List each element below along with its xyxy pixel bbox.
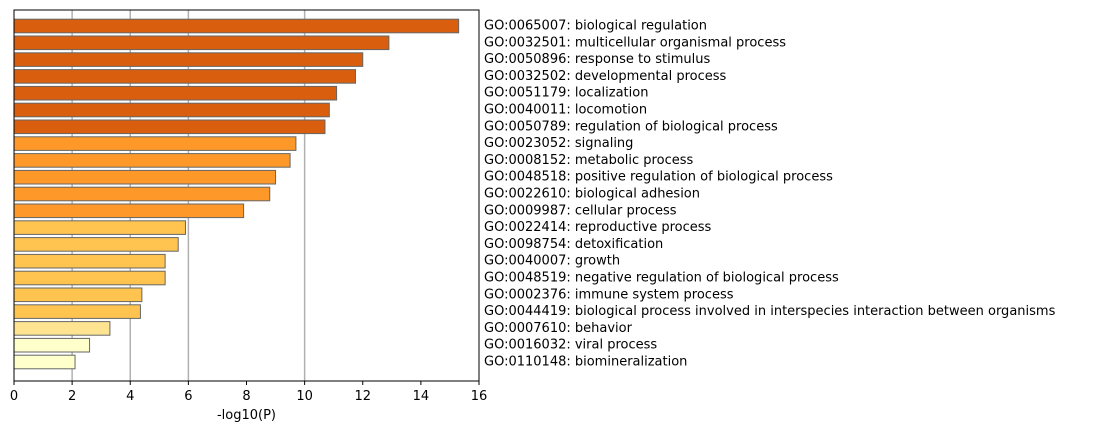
bar-2 <box>13 52 364 67</box>
category-label-7: GO:0023052: signaling <box>484 136 633 151</box>
category-label-14: GO:0040007: growth <box>484 254 620 269</box>
category-label-1: GO:0032501: multicellular organismal pro… <box>484 35 786 50</box>
bar-5 <box>13 102 330 118</box>
category-label-18: GO:0007610: behavior <box>484 321 633 336</box>
category-label-16: GO:0002376: immune system process <box>484 287 734 302</box>
bar-8 <box>13 153 291 168</box>
bar-1 <box>13 35 390 51</box>
category-label-15: GO:0048519: negative regulation of biolo… <box>484 271 839 286</box>
category-label-17: GO:0044419: biological process involved … <box>484 304 1056 319</box>
bar-16 <box>13 287 143 303</box>
x-tick-label-7: 14 <box>413 389 430 404</box>
bar-18 <box>13 321 111 336</box>
category-label-0: GO:0065007: biological regulation <box>484 19 707 34</box>
category-label-13: GO:0098754: detoxification <box>484 237 663 252</box>
x-axis-label: -log10(P) <box>217 408 276 423</box>
x-tick-label-0: 0 <box>10 389 18 404</box>
bar-17 <box>13 304 141 319</box>
bar-15 <box>13 270 166 286</box>
category-label-9: GO:0048518: positive regulation of biolo… <box>484 170 833 185</box>
x-tick-label-2: 4 <box>126 389 134 404</box>
x-tick-label-8: 16 <box>471 389 488 404</box>
x-tick-label-4: 8 <box>242 389 250 404</box>
bar-14 <box>13 253 166 269</box>
category-label-6: GO:0050789: regulation of biological pro… <box>484 119 778 134</box>
category-label-20: GO:0110148: biomineralization <box>484 355 687 370</box>
bar-6 <box>13 119 326 135</box>
x-tick-label-3: 6 <box>184 389 192 404</box>
bar-10 <box>13 186 271 202</box>
bar-7 <box>13 136 297 151</box>
category-label-2: GO:0050896: response to stimulus <box>484 52 710 67</box>
category-label-5: GO:0040011: locomotion <box>484 103 647 118</box>
category-labels: GO:0065007: biological regulationGO:0032… <box>484 19 1056 370</box>
bar-3 <box>13 69 356 84</box>
bar-20 <box>13 354 76 370</box>
x-axis-ticks: 0 2 4 6 8 10 12 14 16 <box>10 381 487 404</box>
category-label-8: GO:0008152: metabolic process <box>484 153 693 168</box>
bar-9 <box>13 169 277 185</box>
bars <box>13 18 460 370</box>
category-label-10: GO:0022610: biological adhesion <box>484 187 700 202</box>
x-tick-label-6: 12 <box>354 389 371 404</box>
bar-13 <box>13 237 179 252</box>
bar-4 <box>13 85 338 101</box>
category-label-4: GO:0051179: localization <box>484 86 648 101</box>
category-label-12: GO:0022414: reproductive process <box>484 220 712 235</box>
x-tick-label-1: 2 <box>68 389 76 404</box>
bar-11 <box>13 203 245 219</box>
bar-19 <box>13 337 91 353</box>
bar-12 <box>13 220 186 235</box>
category-label-19: GO:0016032: viral process <box>484 338 657 353</box>
category-label-11: GO:0009987: cellular process <box>484 203 677 218</box>
x-tick-label-5: 10 <box>296 389 313 404</box>
bar-0 <box>13 18 460 34</box>
category-label-3: GO:0032502: developmental process <box>484 69 727 84</box>
